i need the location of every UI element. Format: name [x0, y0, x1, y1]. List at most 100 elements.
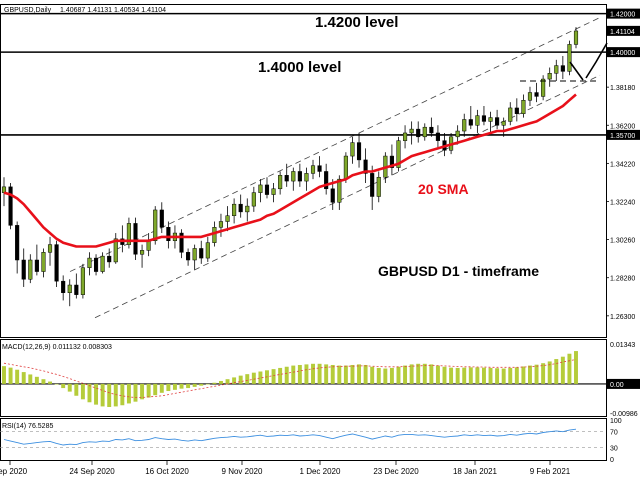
candle-up: [304, 173, 309, 182]
level-1420-label: 1.4200 level: [315, 14, 398, 31]
candle-down: [179, 232, 184, 253]
candle-down: [495, 117, 500, 126]
candle-down: [481, 115, 487, 122]
time-tick-label: 9 Feb 2021: [530, 467, 571, 476]
candle-down: [370, 173, 375, 197]
candle-up: [501, 121, 506, 126]
candle-down: [514, 107, 519, 114]
horizontal-levels: [0, 12, 606, 136]
price-tag-background: [607, 8, 640, 19]
candle-up: [225, 215, 230, 222]
symbol-label: GBPUSD,Daily: [4, 7, 52, 14]
rsi-title: RSI(14) 76.5285: [2, 423, 53, 430]
candle-down: [330, 188, 335, 203]
ohlc-readout: 1.40687 1.41131 1.40534 1.41104: [60, 7, 166, 14]
candle-up: [547, 73, 552, 80]
candle-down: [166, 227, 171, 242]
candle-up: [258, 184, 263, 193]
time-tick-label: 1 Dec 2020: [300, 467, 341, 476]
projection-arrow: [585, 42, 608, 79]
macd-tag-label: 0.00: [610, 382, 624, 389]
price-tick-label: 1.32240: [610, 199, 635, 206]
candle-down: [560, 65, 565, 72]
candle-down: [93, 257, 99, 272]
macd-tick-label: 0.01343: [610, 342, 635, 349]
candle-up: [80, 267, 85, 295]
candle-down: [61, 280, 66, 293]
candle-up: [251, 192, 256, 207]
time-tick-label: 23 Dec 2020: [373, 467, 419, 476]
price-tag-label: 1.41104: [610, 29, 635, 36]
candle-down: [264, 184, 270, 195]
time-tick-label: Sep 2020: [0, 467, 28, 476]
candle-up: [218, 221, 224, 228]
candle-up: [113, 238, 118, 263]
candle-down: [133, 223, 138, 255]
candle-up: [402, 132, 408, 141]
main-pane-frame: [0, 4, 607, 338]
rsi-axis: 100 70 30 0: [610, 418, 622, 464]
candle-up: [278, 175, 283, 190]
candle-up: [475, 115, 480, 126]
candle-up: [527, 92, 533, 101]
candle-up: [521, 99, 526, 114]
candle-down: [297, 171, 302, 182]
price-tag-background: [607, 47, 640, 58]
price-tick-label: 1.34220: [610, 161, 635, 168]
candle-up: [100, 255, 105, 272]
candle-down: [389, 155, 394, 168]
candle-up: [291, 171, 296, 182]
time-axis: Sep 2020 24 Sep 2020 16 Oct 2020 9 Nov 2020…: [0, 461, 571, 476]
candle-down: [284, 175, 289, 182]
candle-up: [455, 130, 460, 138]
candle-up: [271, 188, 276, 195]
candle-up: [310, 165, 316, 174]
rsi-line: [3, 428, 577, 446]
rsi-pane-frame: [0, 418, 607, 461]
time-tick-label: 16 Oct 2020: [145, 467, 189, 476]
candle-up: [140, 250, 145, 255]
price-tick-label: 1.36200: [610, 123, 635, 130]
candle-down: [534, 92, 539, 97]
candle-up: [205, 242, 210, 259]
candle-down: [107, 255, 112, 263]
candle-down: [21, 259, 26, 280]
price-tag-background: [607, 25, 640, 36]
candle-up: [87, 257, 92, 268]
candle-up: [554, 65, 559, 74]
candle-up: [573, 30, 579, 45]
sma-series: [3, 93, 577, 248]
time-tick-label: 9 Nov 2020: [222, 467, 263, 476]
price-tick-label: 1.28280: [610, 276, 635, 283]
macd-series: [0, 351, 606, 408]
candle-up: [192, 248, 197, 261]
macd-signal-line: [3, 359, 577, 398]
candle-down: [15, 225, 20, 261]
price-tick-label: 1.30260: [610, 238, 635, 245]
candle-up: [409, 128, 414, 134]
price-tick-label: 1.38180: [610, 85, 635, 92]
rsi-tick-label: 30: [610, 445, 618, 452]
candle-up: [567, 44, 572, 72]
timeframe-label: GBPUSD D1 - timeframe: [378, 263, 539, 279]
candle-up: [462, 119, 467, 132]
rsi-tick-label: 70: [610, 430, 618, 437]
candle-down: [324, 171, 329, 190]
trend-channel: [69, 17, 601, 319]
candle-down: [54, 244, 59, 282]
candle-up: [508, 107, 513, 122]
macd-axis: 0.01343 0.00 -0.00986: [607, 342, 640, 418]
price-tag-label: 1.40000: [610, 50, 635, 57]
candle-up: [153, 209, 158, 242]
candle-up: [245, 205, 250, 213]
candle-down: [363, 159, 368, 174]
time-tick-label: 18 Jan 2021: [453, 467, 498, 476]
price-tick-label: 1.26300: [610, 314, 635, 321]
macd-pane-frame: [0, 339, 607, 417]
candle-down: [159, 209, 164, 228]
time-tick-label: 24 Sep 2020: [69, 467, 115, 476]
price-tag-background: [607, 129, 640, 140]
candle-up: [67, 284, 72, 293]
